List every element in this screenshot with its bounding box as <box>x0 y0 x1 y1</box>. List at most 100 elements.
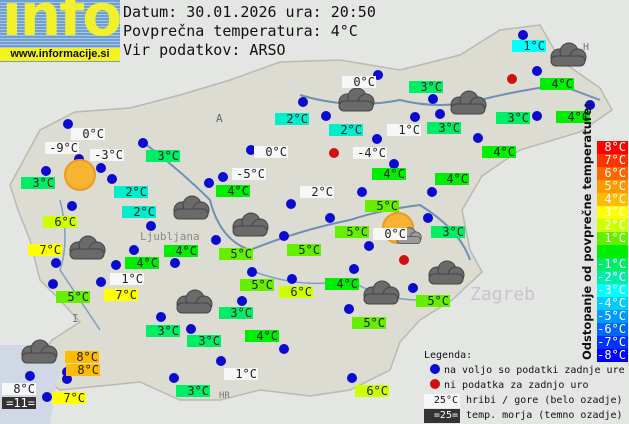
label-austria: A <box>216 112 223 125</box>
station-marker[interactable] <box>389 159 399 169</box>
station-marker[interactable] <box>286 199 296 209</box>
station-temperature-label: 7°C <box>104 289 138 301</box>
station-marker[interactable] <box>364 241 374 251</box>
station-marker[interactable] <box>237 296 247 306</box>
station-marker[interactable] <box>170 258 180 268</box>
station-marker[interactable] <box>349 264 359 274</box>
station-marker-no-data[interactable] <box>507 74 517 84</box>
station-marker[interactable] <box>246 145 256 155</box>
station-marker[interactable] <box>48 279 58 289</box>
label-zagreb: Zagreb <box>470 284 535 305</box>
scale-step: 3°C <box>597 206 628 219</box>
station-marker[interactable] <box>321 111 331 121</box>
station-marker[interactable] <box>423 213 433 223</box>
station-marker[interactable] <box>435 109 445 119</box>
mountain-temperature-label: 1°C <box>224 368 258 380</box>
station-marker[interactable] <box>344 304 354 314</box>
cloud-icon <box>227 212 271 238</box>
station-marker[interactable] <box>518 30 528 40</box>
station-temperature-label: 3°C <box>496 112 530 124</box>
cloud-icon <box>333 87 377 113</box>
blue-dot-icon <box>430 364 440 374</box>
station-marker[interactable] <box>41 166 51 176</box>
station-marker[interactable] <box>186 324 196 334</box>
station-marker[interactable] <box>473 133 483 143</box>
station-temperature-label: 4°C <box>325 278 359 290</box>
mountain-temperature-label: -4°C <box>353 147 387 159</box>
station-marker[interactable] <box>279 231 289 241</box>
cloud-icon <box>171 289 215 315</box>
mountain-temperature-label: 8°C <box>2 383 36 395</box>
mountain-temperature-label: 0°C <box>71 128 105 140</box>
station-marker[interactable] <box>211 235 221 245</box>
station-marker[interactable] <box>532 66 542 76</box>
logo-word: info <box>2 0 122 49</box>
mountain-temperature-label: 0°C <box>342 76 376 88</box>
station-marker[interactable] <box>585 100 595 110</box>
station-marker[interactable] <box>146 221 156 231</box>
station-marker[interactable] <box>129 245 139 255</box>
station-marker[interactable] <box>347 373 357 383</box>
station-marker[interactable] <box>298 97 308 107</box>
station-temperature-label: 4°C <box>540 78 574 90</box>
station-temperature-label: 6°C <box>355 385 389 397</box>
logo-url[interactable]: www.informacije.si <box>0 48 120 61</box>
station-temperature-label: 5°C <box>240 279 274 291</box>
station-marker[interactable] <box>25 371 35 381</box>
station-marker[interactable] <box>67 201 77 211</box>
station-temperature-label: 8°C <box>66 364 100 376</box>
station-marker[interactable] <box>373 70 383 80</box>
scale-step: 1°C <box>597 232 628 245</box>
date-line: Datum: 30.01.2026 ura: 20:50 <box>123 3 376 21</box>
station-temperature-label: 3°C <box>176 385 210 397</box>
scale-title: Odstopanje od povprečne temperature: <box>580 103 594 360</box>
station-marker[interactable] <box>51 258 61 268</box>
station-marker[interactable] <box>218 172 228 182</box>
station-marker[interactable] <box>410 112 420 122</box>
station-marker[interactable] <box>428 94 438 104</box>
station-marker[interactable] <box>204 178 214 188</box>
mountain-temperature-label: 0°C <box>373 228 407 240</box>
station-marker[interactable] <box>42 392 52 402</box>
station-marker[interactable] <box>325 213 335 223</box>
station-temperature-label: 3°C <box>409 81 443 93</box>
station-marker[interactable] <box>62 374 72 384</box>
station-marker[interactable] <box>96 163 106 173</box>
station-marker[interactable] <box>216 356 226 366</box>
station-marker[interactable] <box>408 283 418 293</box>
scale-step: -3°C <box>597 283 628 297</box>
station-marker[interactable] <box>156 312 166 322</box>
station-temperature-label: 5°C <box>365 200 399 212</box>
scale-step: -5°C <box>597 309 628 323</box>
station-marker-no-data[interactable] <box>329 148 339 158</box>
station-temperature-label: 5°C <box>352 317 386 329</box>
deviation-color-scale: 8°C 7°C 6°C 5°C 4°C 3°C 2°C 1°C -1°C -2°C -3°C -4°C… <box>597 141 628 362</box>
station-marker[interactable] <box>107 174 117 184</box>
station-marker[interactable] <box>111 260 121 270</box>
mountain-temperature-label: 2°C <box>300 186 334 198</box>
station-temperature-label: 3°C <box>146 325 180 337</box>
station-marker[interactable] <box>138 138 148 148</box>
cloud-icon <box>545 42 589 68</box>
station-marker[interactable] <box>63 119 73 129</box>
station-marker[interactable] <box>96 277 106 287</box>
station-temperature-label: 3°C <box>21 177 55 189</box>
station-temperature-label: 2°C <box>329 124 363 136</box>
station-marker[interactable] <box>247 267 257 277</box>
station-marker[interactable] <box>279 344 289 354</box>
cloud-icon <box>445 90 489 116</box>
scale-step: -2°C <box>597 270 628 284</box>
station-marker[interactable] <box>357 187 367 197</box>
station-marker[interactable] <box>169 373 179 383</box>
station-marker[interactable] <box>372 134 382 144</box>
scale-step: -6°C <box>597 322 628 336</box>
logo[interactable]: info www.informacije.si <box>0 0 122 62</box>
station-temperature-label: 3°C <box>427 122 461 134</box>
station-temperature-label: 4°C <box>125 257 159 269</box>
station-marker-no-data[interactable] <box>399 255 409 265</box>
station-marker[interactable] <box>532 111 542 121</box>
sea-temperature-label: =11= <box>2 397 36 409</box>
station-marker[interactable] <box>427 187 437 197</box>
station-marker[interactable] <box>287 274 297 284</box>
station-temperature-label: 6°C <box>279 286 313 298</box>
